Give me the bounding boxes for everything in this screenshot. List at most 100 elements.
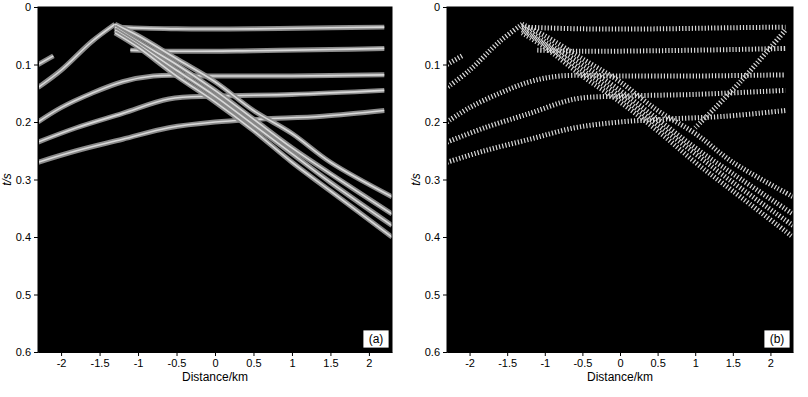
x-tick-label: 2 [768, 357, 774, 369]
y-tick: 0.3 [425, 174, 447, 186]
event [695, 30, 785, 128]
y-axis: 00.10.20.30.40.50.6 [425, 1, 448, 358]
event [38, 24, 115, 87]
y-axis-line [38, 8, 39, 353]
x-tick-mark [330, 352, 331, 356]
x-tick: -0.5 [168, 352, 187, 369]
y-tick: 0.5 [16, 289, 38, 301]
y-tick-label: 0.3 [425, 174, 440, 186]
y-tick: 0.2 [16, 116, 38, 128]
event [115, 27, 384, 29]
y-tick-mark [443, 295, 447, 296]
panel: -2 -1.5 -1 -0.5 0 0.5 1 1.5 2 0 0.1 0.2 0.3 0.4 0.5 0.6… [0, 1, 393, 384]
event [115, 33, 392, 237]
x-tick-mark [215, 352, 216, 356]
y-tick-label: 0 [25, 1, 31, 13]
x-tick: -1.5 [498, 352, 517, 369]
x-tick: 1.5 [323, 352, 338, 369]
x-tick-label: -2 [465, 357, 475, 369]
event [38, 56, 53, 65]
event [447, 24, 522, 87]
y-tick: 0.6 [16, 346, 38, 358]
events [38, 24, 392, 237]
x-tick-mark [507, 352, 508, 356]
y-tick-mark [34, 122, 38, 123]
event [537, 48, 785, 51]
y-tick: 0.4 [16, 231, 38, 243]
y-axis-line [447, 8, 448, 353]
x-tick: -2 [57, 352, 67, 369]
event-halo [38, 56, 53, 65]
y-tick-label: 0.2 [16, 116, 31, 128]
x-tick-label: 2 [366, 357, 372, 369]
event-halo [115, 33, 392, 237]
x-axis-title: Distance/km [182, 370, 248, 384]
event [522, 33, 793, 237]
y-tick: 0.1 [16, 59, 38, 71]
y-axis-title: t/s [0, 173, 14, 186]
event [522, 24, 793, 197]
event-halo [38, 24, 115, 87]
x-tick-label: -1 [134, 357, 144, 369]
event [38, 111, 384, 163]
event-halo [130, 48, 384, 51]
y-tick-mark [443, 352, 447, 353]
event [522, 27, 785, 29]
y-tick-mark [443, 237, 447, 238]
x-tick-label: 0 [617, 357, 623, 369]
y-tick-label: 0.5 [425, 289, 440, 301]
y-tick-label: 0.4 [16, 231, 31, 243]
y-tick: 0.4 [425, 231, 447, 243]
event [522, 27, 793, 214]
event-halo [115, 27, 384, 29]
x-tick-mark [253, 352, 254, 356]
y-tick-label: 0.1 [16, 59, 31, 71]
x-tick-label: -0.5 [573, 357, 592, 369]
panel-label: (a) [369, 332, 384, 346]
panel: -2-1.5-1-0.500.511.5200.10.20.30.40.50.6… [409, 1, 794, 384]
x-tick-label: -0.5 [168, 357, 187, 369]
y-tick-label: 0 [434, 1, 440, 13]
panel-label-box [764, 330, 790, 348]
y-tick-label: 0.6 [16, 346, 31, 358]
x-tick-label: -2 [57, 357, 67, 369]
y-tick-mark [443, 122, 447, 123]
x-tick-mark [545, 352, 546, 356]
y-tick: 0 [25, 1, 38, 13]
y-tick-mark [34, 295, 38, 296]
event [447, 90, 785, 142]
x-tick-label: 0 [212, 357, 218, 369]
x-tick: 0 [617, 352, 623, 369]
y-tick: 0 [434, 1, 447, 13]
y-axis: 0 0.1 0.2 0.3 0.4 0.5 0.6 [16, 1, 39, 358]
x-tick-mark [470, 352, 471, 356]
y-tick-mark [34, 7, 38, 8]
y-tick-label: 0.3 [16, 174, 31, 186]
x-tick: -1 [134, 352, 144, 369]
x-tick-mark [100, 352, 101, 356]
x-tick-label: -1.5 [498, 357, 517, 369]
x-tick-label: 1 [693, 357, 699, 369]
x-tick-label: 1.5 [323, 357, 338, 369]
x-tick-label: -1.5 [91, 357, 110, 369]
y-tick-label: 0.2 [425, 116, 440, 128]
x-tick-mark [620, 352, 621, 356]
y-axis-title: t/s [409, 173, 423, 186]
x-tick-label: 1 [289, 357, 295, 369]
y-tick-label: 0.4 [425, 231, 440, 243]
y-tick-label: 0.1 [425, 59, 440, 71]
x-tick-mark [292, 352, 293, 356]
y-tick-mark [443, 7, 447, 8]
y-tick-mark [34, 352, 38, 353]
plot-frame [38, 7, 392, 352]
x-tick-mark [177, 352, 178, 356]
event [447, 56, 462, 65]
x-tick-mark [582, 352, 583, 356]
x-tick: 0.5 [246, 352, 261, 369]
event [447, 111, 785, 163]
y-tick-mark [34, 180, 38, 181]
panel-label-box [363, 330, 389, 348]
events [447, 24, 793, 237]
x-tick: 0 [212, 352, 218, 369]
y-tick: 0.1 [425, 59, 447, 71]
